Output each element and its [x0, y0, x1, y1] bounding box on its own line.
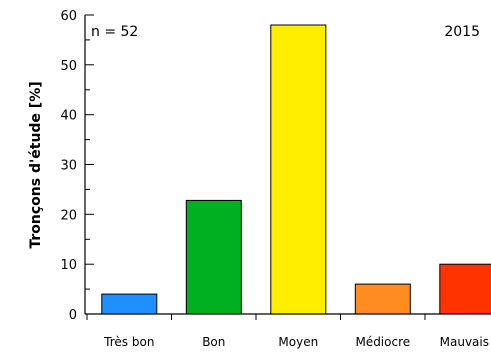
- bar-tres-bon: [101, 293, 158, 315]
- x-tick-label-bon: Bon: [202, 335, 225, 349]
- x-ticks-group: Très bon Bon Moyen Médiocre Mauvais: [86, 314, 489, 349]
- y-axis-label: Tronçons d'étude [%]: [28, 81, 44, 248]
- y-tick-label-30: 30: [60, 159, 77, 174]
- y-tick-label-0: 0: [69, 308, 77, 323]
- x-tick-label-mauvais: Mauvais: [440, 335, 489, 349]
- bar-bon: [185, 199, 242, 315]
- bar-mediocre: [354, 283, 411, 315]
- y-tick-label-50: 50: [60, 59, 77, 74]
- y-tick-label-20: 20: [60, 208, 77, 223]
- bar-moyen: [270, 24, 327, 315]
- y-tick-label-40: 40: [60, 109, 77, 124]
- x-tick-label-mediocre: Médiocre: [355, 335, 410, 349]
- y-tick-label-10: 10: [60, 258, 77, 273]
- bars-group: [101, 24, 491, 315]
- y-tick-label-60: 60: [60, 9, 77, 24]
- y-ticks-group: 0 10 20 30 40 50 60: [60, 9, 94, 323]
- year-annotation: 2015: [444, 24, 480, 40]
- bar-mauvais: [439, 263, 491, 315]
- x-tick-label-tres-bon: Très bon: [103, 335, 154, 349]
- sample-size-annotation: n = 52: [91, 24, 138, 40]
- x-tick-label-moyen: Moyen: [278, 335, 318, 349]
